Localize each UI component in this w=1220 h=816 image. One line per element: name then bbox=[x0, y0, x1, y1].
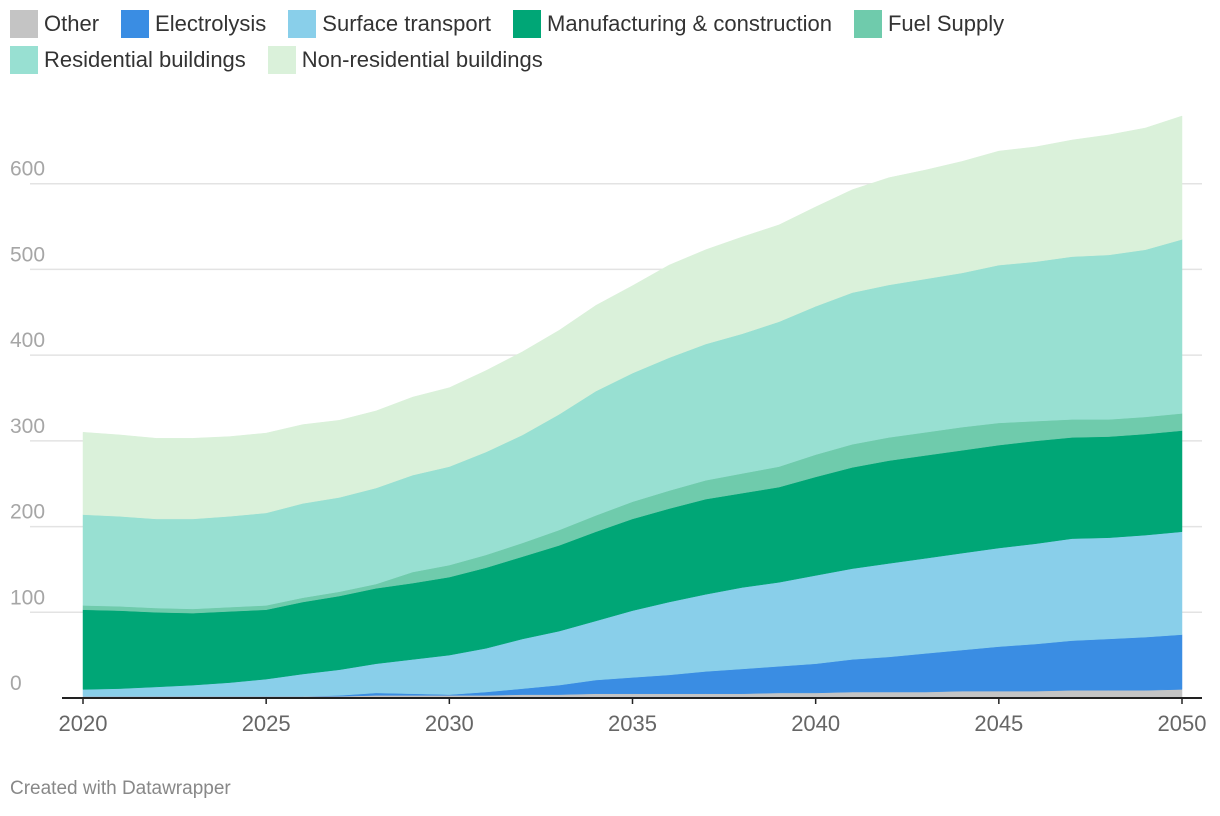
legend-swatch-fuel-supply bbox=[853, 10, 882, 38]
legend-label-electrolysis: Electrolysis bbox=[155, 11, 267, 36]
footer-credit: Created with Datawrapper bbox=[10, 778, 231, 799]
legend-swatch-residential-buildings bbox=[10, 46, 38, 74]
legend-label-surface-transport: Surface transport bbox=[322, 11, 492, 36]
legend-label-residential-buildings: Residential buildings bbox=[44, 47, 246, 72]
legend-swatch-surface-transport bbox=[288, 10, 317, 38]
legend-swatch-non-residential-buildings bbox=[267, 46, 296, 74]
x-tick-label-2045: 2045 bbox=[974, 711, 1023, 736]
y-tick-label-500: 500 bbox=[10, 243, 45, 266]
legend-item-surface-transport[interactable]: Surface transport bbox=[288, 10, 491, 38]
legend-swatch-electrolysis bbox=[121, 10, 150, 38]
legend-item-residential-buildings[interactable]: Residential buildings bbox=[10, 46, 246, 74]
y-tick-label-100: 100 bbox=[10, 586, 45, 609]
legend-item-fuel-supply[interactable]: Fuel Supply bbox=[853, 10, 1005, 38]
legend-label-other: Other bbox=[44, 11, 100, 36]
legend-item-manufacturing-construction[interactable]: Manufacturing & construction bbox=[513, 10, 832, 38]
stacked-area-chart: 0 100 200 300 400 500 600 2020 2025 2030 2035 2040 2… bbox=[10, 115, 1207, 736]
legend-item-electrolysis[interactable]: Electrolysis bbox=[121, 10, 266, 38]
area-series-non-residential-buildings bbox=[82, 115, 1183, 520]
y-tick-label-600: 600 bbox=[10, 158, 45, 181]
legend-label-non-residential-buildings: Non-residential buildings bbox=[301, 47, 543, 72]
y-tick-label-400: 400 bbox=[10, 329, 45, 352]
legend-swatch-manufacturing-construction bbox=[513, 10, 542, 38]
x-tick-label-2035: 2035 bbox=[608, 711, 657, 736]
legend-label-fuel-supply: Fuel Supply bbox=[887, 11, 1005, 36]
x-tick-label-2030: 2030 bbox=[425, 711, 474, 736]
y-tick-label-0: 0 bbox=[10, 672, 22, 695]
legend-label-manufacturing-construction: Manufacturing & construction bbox=[547, 11, 832, 36]
legend-item-other[interactable]: Other bbox=[10, 10, 99, 38]
x-tick-label-2050: 2050 bbox=[1158, 711, 1207, 736]
legend: Other Electrolysis Surface transport Man… bbox=[10, 10, 1200, 74]
y-tick-label-200: 200 bbox=[10, 501, 45, 524]
x-tick-label-2020: 2020 bbox=[59, 711, 108, 736]
legend-swatch-other bbox=[10, 10, 38, 38]
y-tick-label-300: 300 bbox=[10, 415, 45, 438]
legend-item-non-residential-buildings[interactable]: Non-residential buildings bbox=[267, 46, 543, 74]
x-tick-label-2025: 2025 bbox=[242, 711, 291, 736]
x-tick-label-2040: 2040 bbox=[791, 711, 840, 736]
